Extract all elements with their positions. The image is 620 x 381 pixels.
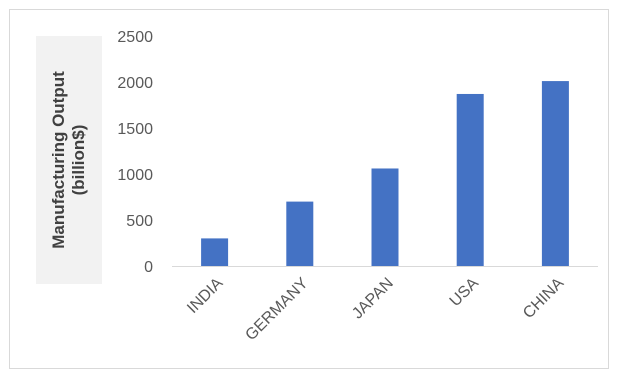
y-tick-label: 500 <box>126 213 153 230</box>
y-tick-label: 1000 <box>117 167 153 184</box>
y-tick-label: 2500 <box>117 29 153 46</box>
x-tick-label: JAPAN <box>349 275 397 323</box>
y-tick-label: 0 <box>144 259 153 276</box>
y-axis-title-box <box>36 36 102 284</box>
bar-china <box>541 81 569 266</box>
bar-india <box>201 238 229 266</box>
x-tick-label: GERMANY <box>242 275 311 344</box>
y-tick-label: 2000 <box>117 75 153 92</box>
bar-japan <box>371 168 399 266</box>
y-tick-label: 1500 <box>117 121 153 138</box>
bar-germany <box>286 201 314 266</box>
bar-usa <box>456 93 484 267</box>
x-tick-label: USA <box>447 275 483 311</box>
x-tick-label: INDIA <box>184 275 226 317</box>
x-tick-label: CHINA <box>520 275 567 322</box>
chart-area <box>9 9 609 369</box>
